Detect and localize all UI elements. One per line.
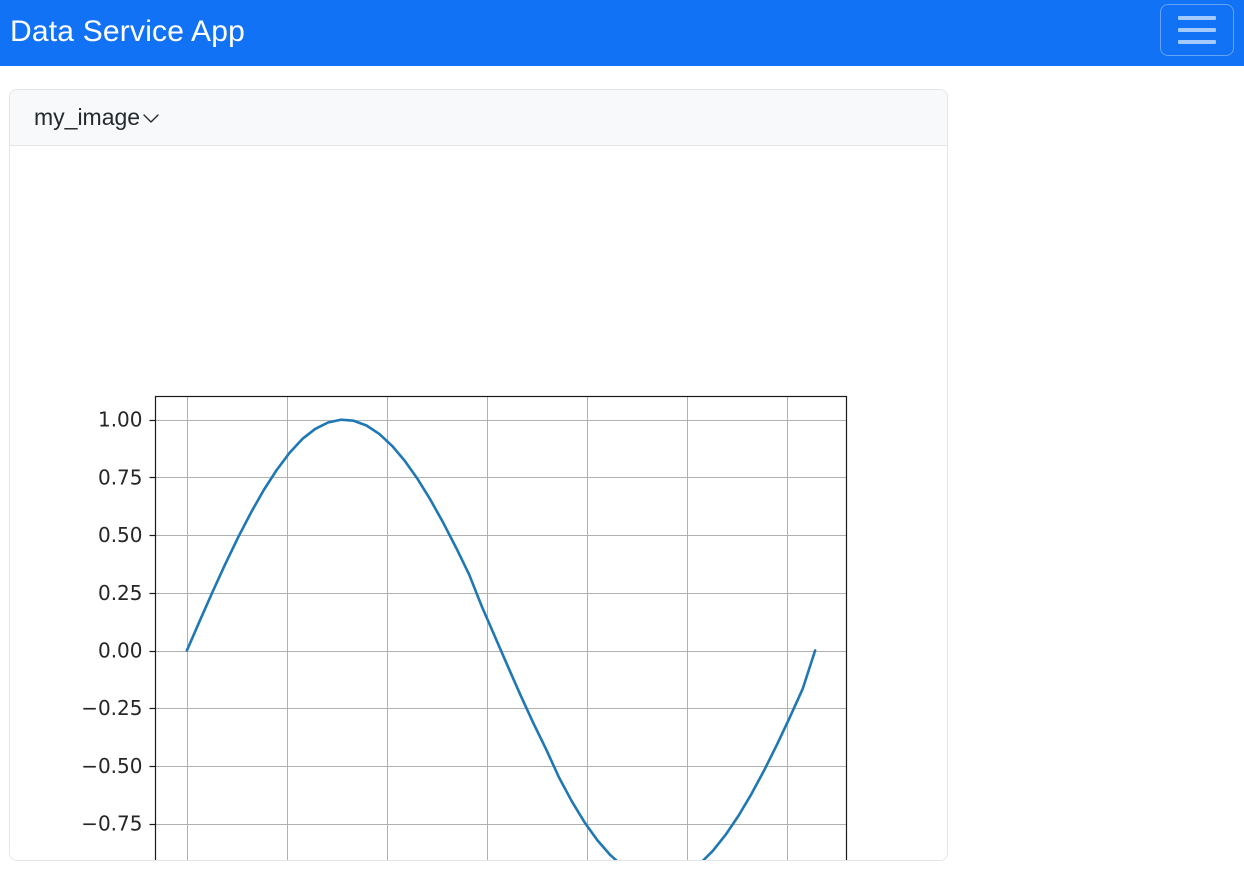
y-tick-label: 0.50 — [98, 523, 143, 547]
chevron-down-icon[interactable] — [141, 108, 161, 128]
y-tick-label: −0.50 — [81, 754, 142, 778]
plot-gridlines — [155, 396, 847, 860]
y-tick-label: −0.25 — [81, 696, 142, 720]
image-card: my_image 0123456 1.000.750.500.250.00−0.… — [9, 89, 948, 861]
sine-wave-plot: 0123456 1.000.750.500.250.00−0.25−0.50−0… — [10, 146, 947, 860]
y-axis-tick-labels: 1.000.750.500.250.00−0.25−0.50−0.75−1.00 — [81, 408, 143, 836]
y-tick-label: 0.25 — [98, 581, 143, 605]
y-tick-label: 1.00 — [98, 408, 143, 432]
plot-canvas: 0123456 1.000.750.500.250.00−0.25−0.50−0… — [10, 146, 947, 860]
plot-frame — [154, 395, 848, 860]
app-navbar: Data Service App — [0, 0, 1244, 66]
hamburger-menu-icon-bar-2 — [1178, 28, 1216, 32]
hamburger-menu-icon-bar-1 — [1178, 16, 1216, 20]
app-title: Data Service App — [10, 15, 245, 48]
y-tick-label: −0.75 — [81, 812, 142, 836]
hamburger-menu-icon-bar-3 — [1178, 40, 1216, 44]
y-tick-label: 0.75 — [98, 465, 143, 489]
navbar-toggle-button[interactable] — [1160, 4, 1234, 56]
card-body: 0123456 1.000.750.500.250.00−0.25−0.50−0… — [10, 146, 947, 860]
data-line-sin — [185, 418, 817, 860]
card-header[interactable]: my_image — [10, 90, 947, 146]
y-tick-label: 0.00 — [98, 639, 143, 663]
card-header-label: my_image — [34, 104, 141, 130]
plot-tick-marks — [149, 419, 156, 826]
